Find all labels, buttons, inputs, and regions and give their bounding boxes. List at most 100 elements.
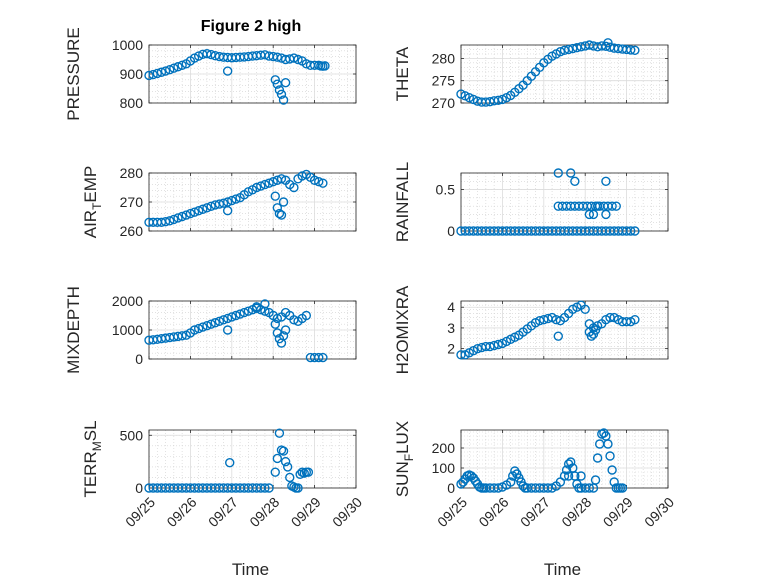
data-point [218,315,229,325]
data-point [561,465,572,475]
y-tick-label: 275 [432,73,456,89]
data-point [607,465,617,475]
data-point [256,181,266,191]
data-point [260,306,270,316]
data-point [576,471,586,481]
data-point [472,343,483,354]
data-point [243,306,254,316]
data-point [293,483,303,493]
data-point [227,312,237,322]
data-point [222,66,233,76]
data-point [611,201,621,211]
data-point [225,457,235,468]
data-point [555,46,566,57]
data-point [276,174,287,184]
data-point [563,471,574,481]
data-point [222,313,233,324]
data-point [285,472,295,483]
y-tick-label: 1000 [112,37,143,53]
data-point [276,210,287,220]
y-axis-label-subscript: T [90,202,104,210]
data-point [493,95,503,106]
x-axis-label: Time [232,560,269,579]
data-point [270,319,280,329]
data-point [202,49,212,59]
data-point [489,340,499,351]
data-point [295,469,305,479]
data-point [590,325,601,335]
data-point [185,208,196,219]
data-point [214,199,225,209]
data-point [607,201,617,211]
data-point [202,203,212,213]
y-tick-label: 0.5 [436,182,456,198]
data-point [320,61,330,71]
data-point [314,176,324,187]
x-tick-label: 09/29 [288,494,324,530]
data-point [231,194,241,204]
data-point [603,439,613,449]
y-axis-label: TERRMSL [81,420,104,497]
axes-box [460,44,669,104]
x-tick-label: 09/29 [600,494,636,530]
data-point [270,191,280,201]
data-point [270,467,280,477]
data-point [588,209,599,220]
plot-area [461,430,668,488]
data-point [543,483,553,493]
y-axis-label-main: PRESSURE [64,27,83,121]
data-point [630,45,640,56]
y-axis-label-subscript: F [402,454,416,461]
data-point [181,210,191,220]
data-point [505,477,516,487]
data-point [160,66,171,76]
y-axis-label-main: H2OMIXRA [393,285,412,374]
data-point [318,352,328,363]
y-axis-label-main: THETA [393,46,412,101]
data-point [570,176,580,186]
y-tick-label: 270 [120,194,144,210]
subplot-theta: 270 275 280 THETA [393,38,669,111]
data-point [169,63,179,73]
data-point [605,451,615,461]
data-point [282,462,293,472]
subplot-h2omixra: 2 3 4 H2OMIXRA [393,285,669,374]
data-point [278,331,289,341]
data-point [318,178,328,188]
x-axis-label: Time [544,560,581,579]
data-point [603,38,613,48]
data-point [280,325,291,335]
figure-title: Figure 2 high [201,18,301,35]
x-tick-label: 09/27 [517,494,553,530]
data-point [206,319,216,329]
data-point [222,205,233,216]
data-point [193,205,204,216]
data-point [584,483,595,493]
plot-area [149,430,356,488]
y-tick-label: 800 [120,95,144,111]
y-tick-label: 100 [432,460,456,476]
data-point [626,226,636,236]
data-point [264,178,274,188]
data-point [210,318,220,328]
data-point [189,325,200,335]
data-point [630,226,640,236]
y-axis-label-main: TERR [81,451,100,497]
data-point [293,54,303,65]
x-tick-label: 09/26 [163,494,199,530]
data-point [148,69,158,80]
data-point [164,216,175,226]
data-point [278,197,289,207]
x-tick-label: 09/28 [246,494,282,530]
y-tick-label: 280 [432,50,456,66]
data-point [590,475,601,485]
data-point [534,315,545,326]
axes-box [460,429,669,489]
y-axis-label: AIRTEMP [81,166,104,239]
y-tick-label: 260 [120,223,144,239]
data-point [251,302,262,312]
data-point [493,339,503,350]
data-point [160,217,171,227]
data-point [274,208,285,219]
x-tick-label: 09/30 [641,494,677,530]
